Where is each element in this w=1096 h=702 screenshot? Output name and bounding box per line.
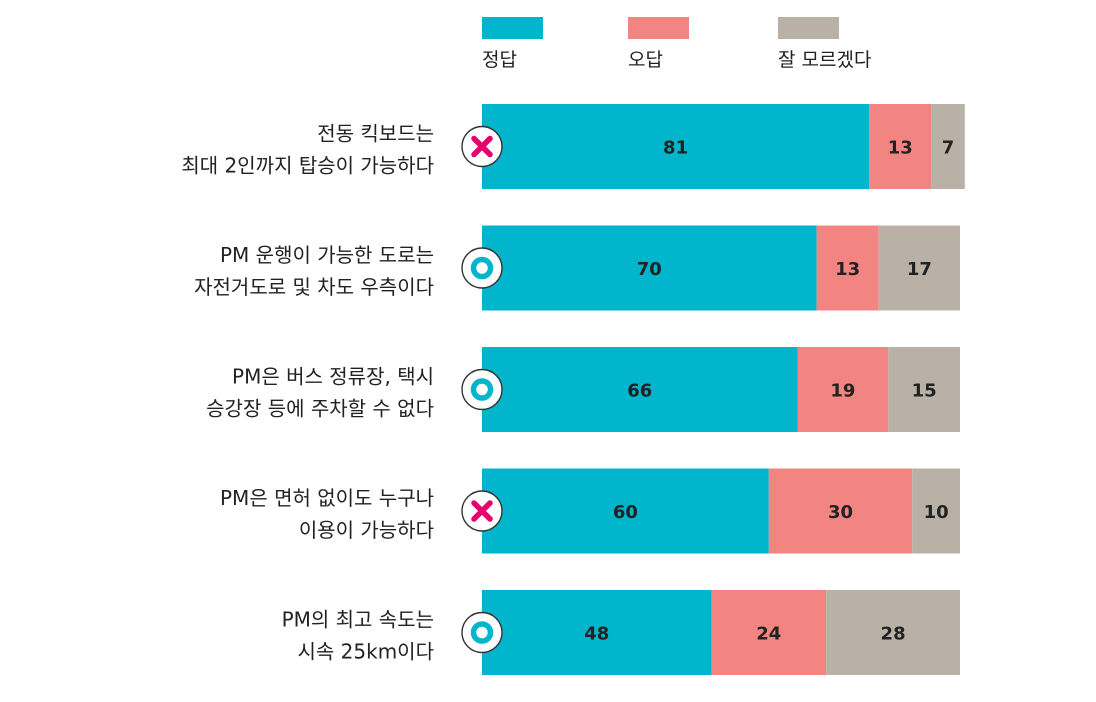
bar-segment-wrong xyxy=(797,347,889,432)
bar-segment-wrong xyxy=(869,104,932,189)
legend-label-2: 오답 xyxy=(628,49,663,71)
question-label-line: PM 운행이 가능한 도로는 xyxy=(220,243,434,267)
x-icon xyxy=(461,125,503,168)
legend-swatch-3 xyxy=(778,17,839,39)
legend-swatch-1 xyxy=(482,17,543,39)
data-label: 13 xyxy=(888,138,913,159)
question-label-line: 최대 2인까지 탑승이 가능하다 xyxy=(181,154,434,178)
data-label: 15 xyxy=(912,381,937,402)
data-label: 7 xyxy=(942,138,955,159)
o-icon xyxy=(461,247,503,289)
bar-segment-correct xyxy=(482,590,712,675)
legend-swatch-2 xyxy=(628,17,689,39)
question-label-line: PM의 최고 속도는 xyxy=(282,608,434,632)
bar-segment-correct xyxy=(482,468,769,554)
bar-segment-wrong xyxy=(711,590,827,675)
data-label: 13 xyxy=(835,259,860,280)
question-label-line: PM은 면허 없이도 누구나 xyxy=(220,486,434,510)
o-icon xyxy=(461,368,503,411)
bar-segment-correct xyxy=(482,347,798,432)
bar-segment-unknown xyxy=(912,468,960,554)
bar-segment-wrong xyxy=(816,225,879,311)
bar-segment-unknown xyxy=(931,104,965,189)
o-icon xyxy=(461,611,503,654)
data-label: 70 xyxy=(637,259,662,280)
question-label-line: 이용이 가능하다 xyxy=(299,518,434,542)
bar-segment-correct xyxy=(482,225,817,311)
data-label: 66 xyxy=(627,381,652,402)
data-label: 17 xyxy=(907,259,932,280)
bar-segment-correct xyxy=(482,104,870,189)
data-label: 81 xyxy=(663,138,688,159)
bar-segment-unknown xyxy=(878,225,960,311)
legend-label-1: 정답 xyxy=(482,49,517,71)
bar-segment-unknown xyxy=(888,347,960,432)
data-label: 24 xyxy=(756,624,781,645)
x-icon xyxy=(461,490,503,532)
legend: 정답 오답 잘 모르겠다 xyxy=(482,17,871,71)
question-label-line: 전동 킥보드는 xyxy=(317,122,434,146)
question-label-line: 시속 25km이다 xyxy=(298,640,434,664)
data-label: 28 xyxy=(881,624,906,645)
data-label: 10 xyxy=(924,502,949,523)
question-label-line: PM은 버스 정류장, 택시 xyxy=(232,365,434,389)
bar-segment-wrong xyxy=(768,468,913,554)
data-label: 30 xyxy=(828,502,853,523)
bar-segment-unknown xyxy=(826,590,960,675)
question-label-line: 승강장 등에 주차할 수 없다 xyxy=(206,397,434,421)
question-label-line: 자전거도로 및 차도 우측이다 xyxy=(194,275,434,299)
legend-label-3: 잘 모르겠다 xyxy=(778,49,871,71)
data-label: 19 xyxy=(830,381,855,402)
data-label: 48 xyxy=(584,624,609,645)
data-label: 60 xyxy=(613,502,638,523)
